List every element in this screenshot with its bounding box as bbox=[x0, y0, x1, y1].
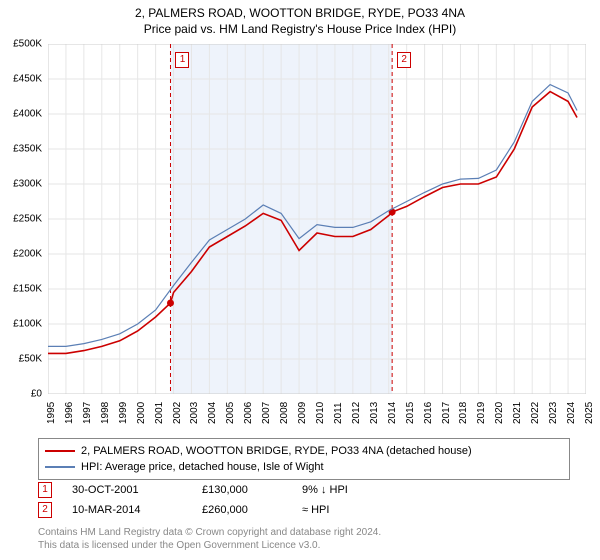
sale-marker-icon: 2 bbox=[38, 502, 52, 518]
legend-label: HPI: Average price, detached house, Isle… bbox=[81, 459, 324, 475]
x-axis-label: 2004 bbox=[207, 402, 218, 424]
x-axis-label: 2005 bbox=[225, 402, 236, 424]
x-axis-label: 2016 bbox=[423, 402, 434, 424]
x-axis-label: 2014 bbox=[387, 402, 398, 424]
x-axis-label: 1997 bbox=[82, 402, 93, 424]
x-axis-label: 2010 bbox=[315, 402, 326, 424]
x-axis-label: 1996 bbox=[64, 402, 75, 424]
legend-label: 2, PALMERS ROAD, WOOTTON BRIDGE, RYDE, P… bbox=[81, 443, 472, 459]
sale-marker-1: 1 bbox=[175, 52, 189, 68]
sale-delta: 9% ↓ HPI bbox=[302, 484, 402, 496]
legend-row: HPI: Average price, detached house, Isle… bbox=[45, 459, 563, 475]
x-axis-label: 2002 bbox=[172, 402, 183, 424]
legend: 2, PALMERS ROAD, WOOTTON BRIDGE, RYDE, P… bbox=[38, 438, 570, 480]
x-axis-label: 2017 bbox=[441, 402, 452, 424]
sale-marker-2: 2 bbox=[397, 52, 411, 68]
x-axis-label: 2019 bbox=[476, 402, 487, 424]
sale-marker-icon: 1 bbox=[38, 482, 52, 498]
x-axis-label: 2000 bbox=[136, 402, 147, 424]
sales-table: 1 30-OCT-2001£130,0009% ↓ HPI 2 10-MAR-2014… bbox=[38, 480, 402, 520]
y-axis-label: £50K bbox=[19, 354, 42, 365]
line-chart: 12£0£50K£100K£150K£200K£250K£300K£350K£4… bbox=[48, 44, 586, 394]
x-axis-label: 2011 bbox=[333, 402, 344, 424]
page-subtitle: Price paid vs. HM Land Registry's House … bbox=[0, 20, 600, 36]
x-axis-label: 2013 bbox=[369, 402, 380, 424]
sale-price: £130,000 bbox=[202, 484, 302, 496]
y-axis-label: £200K bbox=[13, 249, 42, 260]
x-axis-label: 2007 bbox=[261, 402, 272, 424]
x-axis-label: 2018 bbox=[458, 402, 469, 424]
page-title: 2, PALMERS ROAD, WOOTTON BRIDGE, RYDE, P… bbox=[0, 0, 600, 20]
sale-date: 30-OCT-2001 bbox=[72, 484, 202, 496]
legend-row: 2, PALMERS ROAD, WOOTTON BRIDGE, RYDE, P… bbox=[45, 443, 563, 459]
chart-container: 2, PALMERS ROAD, WOOTTON BRIDGE, RYDE, P… bbox=[0, 0, 600, 560]
y-axis-label: £300K bbox=[13, 179, 42, 190]
x-axis-label: 2023 bbox=[548, 402, 559, 424]
y-axis-label: £0 bbox=[31, 389, 42, 400]
x-axis-label: 2003 bbox=[189, 402, 200, 424]
x-axis-label: 2021 bbox=[512, 402, 523, 424]
y-axis-label: £500K bbox=[13, 39, 42, 50]
x-axis-label: 2022 bbox=[530, 402, 541, 424]
sale-date: 10-MAR-2014 bbox=[72, 504, 202, 516]
x-axis-label: 2006 bbox=[243, 402, 254, 424]
x-axis-label: 2008 bbox=[279, 402, 290, 424]
y-axis-label: £450K bbox=[13, 74, 42, 85]
x-axis-label: 2001 bbox=[154, 402, 165, 424]
x-axis-label: 2020 bbox=[494, 402, 505, 424]
y-axis-label: £150K bbox=[13, 284, 42, 295]
sale-row: 1 30-OCT-2001£130,0009% ↓ HPI bbox=[38, 480, 402, 500]
footer-line-1: Contains HM Land Registry data © Crown c… bbox=[38, 526, 381, 539]
x-axis-label: 2009 bbox=[297, 402, 308, 424]
x-axis-label: 1998 bbox=[100, 402, 111, 424]
footer-line-2: This data is licensed under the Open Gov… bbox=[38, 539, 381, 552]
x-axis-label: 1995 bbox=[46, 402, 57, 424]
legend-swatch bbox=[45, 450, 75, 452]
footer-credits: Contains HM Land Registry data © Crown c… bbox=[38, 526, 381, 552]
sale-price: £260,000 bbox=[202, 504, 302, 516]
sale-delta: ≈ HPI bbox=[302, 504, 402, 516]
x-axis-label: 2015 bbox=[405, 402, 416, 424]
x-axis-label: 2012 bbox=[351, 402, 362, 424]
y-axis-label: £400K bbox=[13, 109, 42, 120]
y-axis-label: £100K bbox=[13, 319, 42, 330]
x-axis-label: 2024 bbox=[566, 402, 577, 424]
x-axis-label: 1999 bbox=[118, 402, 129, 424]
legend-swatch bbox=[45, 466, 75, 468]
chart-svg bbox=[48, 44, 586, 394]
x-axis-label: 2025 bbox=[584, 402, 595, 424]
y-axis-label: £250K bbox=[13, 214, 42, 225]
y-axis-label: £350K bbox=[13, 144, 42, 155]
sale-row: 2 10-MAR-2014£260,000≈ HPI bbox=[38, 500, 402, 520]
